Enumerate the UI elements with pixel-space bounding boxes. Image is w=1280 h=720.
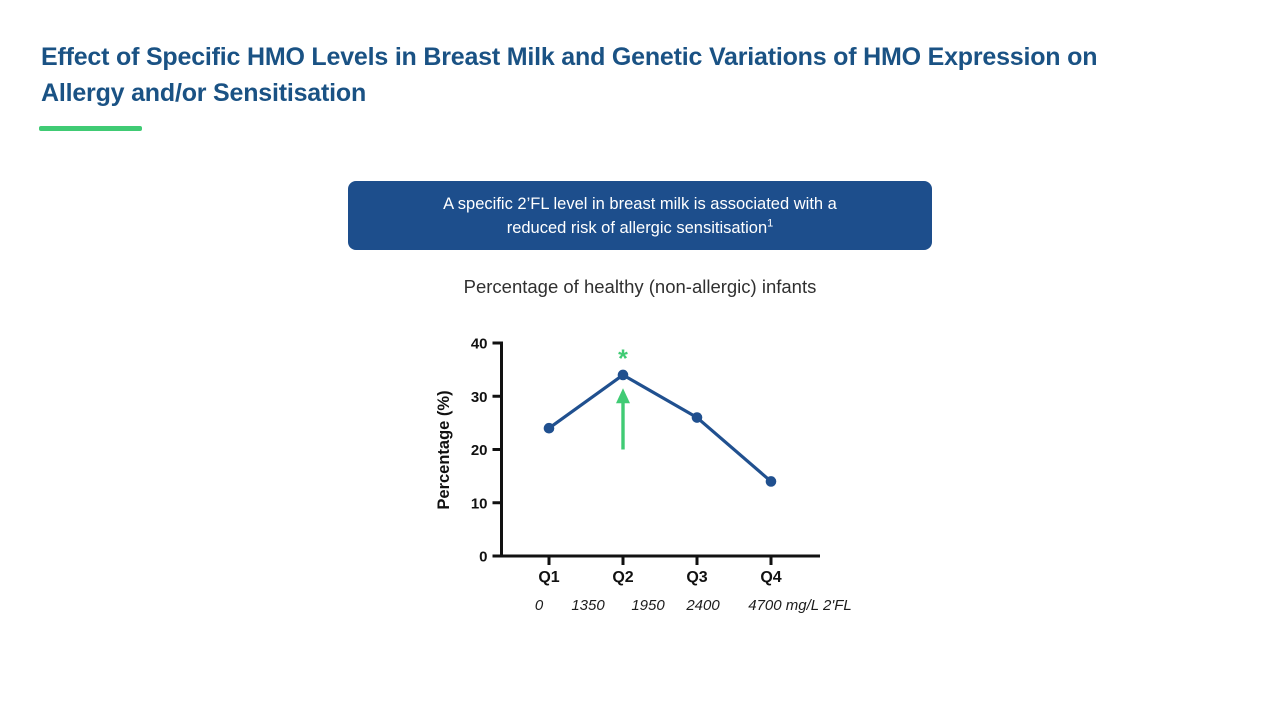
y-axis-title: Percentage (%) [435,390,453,509]
x-boundary-label: 0 [535,597,544,614]
data-point [617,369,629,381]
y-tick-label: 0 [479,549,487,566]
x-category-label: Q1 [538,569,559,586]
key-message-banner: A specific 2’FL level in breast milk is … [348,181,932,250]
x-boundary-label: 1350 [571,597,605,614]
reference-superscript: 1 [767,217,774,229]
data-point [765,476,777,487]
data-point [543,422,555,434]
x-boundary-label: 4700 mg/L 2'FL [748,597,852,614]
y-tick-label: 20 [471,442,488,459]
line-chart: 0 10 20 30 40 Q1 Q2 Q3 Q4 0 1350 1950 2400 4700 mg/L … [435,336,852,615]
arrow-up-icon [616,388,630,404]
slide-title: Effect of Specific HMO Levels in Breast … [41,43,1098,107]
banner-text-line1: A specific 2’FL level in breast milk is … [443,194,837,213]
banner-text-line2: reduced risk of allergic sensitisation1 [507,216,774,240]
data-point [691,412,703,423]
x-boundary-label: 1950 [631,597,665,614]
significance-asterisk: * [618,345,628,373]
title-accent-underline [39,126,142,131]
y-tick-label: 10 [471,495,488,512]
x-category-label: Q2 [612,569,633,586]
x-boundary-label: 2400 [685,597,720,614]
x-category-label: Q3 [686,569,707,586]
trend-line [547,373,773,484]
banner-text-line2-body: reduced risk of allergic sensitisation [506,218,768,237]
x-category-label: Q4 [760,569,781,586]
y-tick-label: 30 [471,389,488,406]
chart-title: Percentage of healthy (non-allergic) inf… [463,276,817,297]
y-tick-label: 40 [471,336,488,353]
